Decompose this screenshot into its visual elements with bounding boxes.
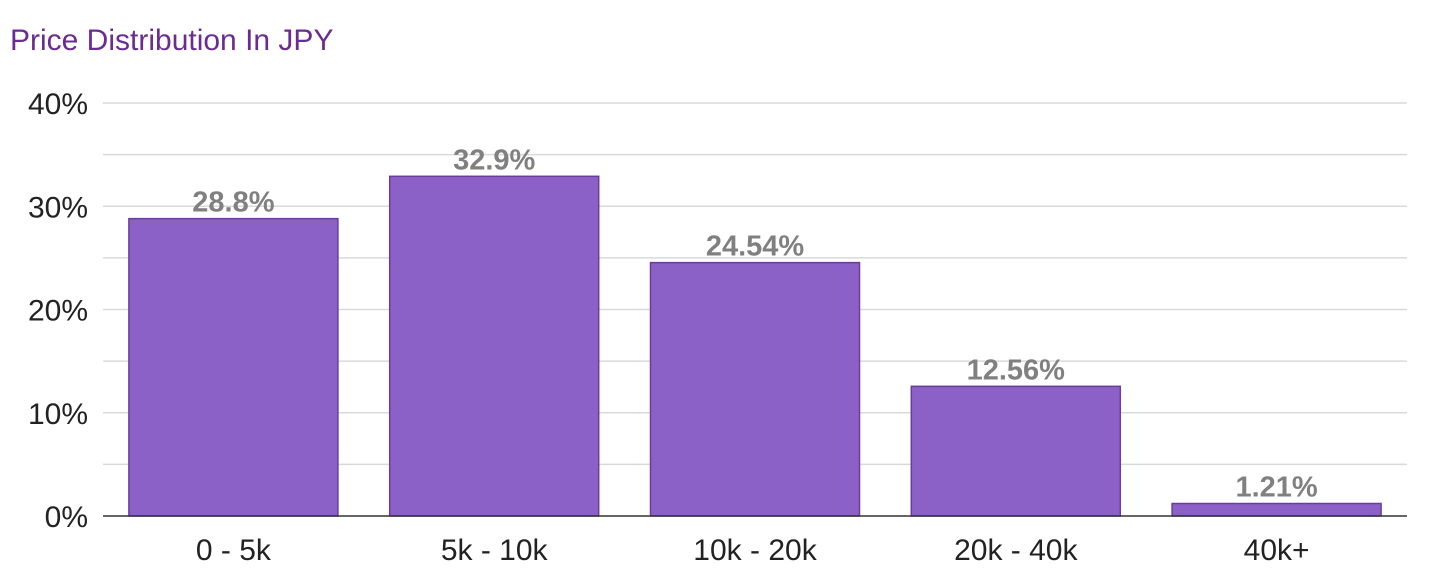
y-tick-label: 20% — [28, 295, 88, 328]
data-label: 24.54% — [706, 231, 805, 263]
data-label: 32.9% — [453, 144, 535, 176]
x-tick-label: 20k - 40k — [954, 534, 1078, 567]
x-tick-label: 40k+ — [1244, 534, 1310, 567]
bar — [910, 385, 1122, 517]
data-label: 1.21% — [1235, 472, 1317, 504]
data-label: 28.8% — [192, 187, 274, 219]
bar — [649, 261, 861, 517]
y-tick-label: 40% — [28, 88, 88, 121]
x-tick-label: 0 - 5k — [196, 534, 272, 567]
y-tick-label: 10% — [28, 398, 88, 431]
bar — [128, 217, 339, 517]
x-tick-label: 10k - 20k — [693, 534, 817, 567]
y-tick-label: 30% — [28, 191, 88, 224]
bar — [388, 175, 600, 517]
x-tick-label: 5k - 10k — [441, 534, 549, 567]
bar — [1171, 502, 1382, 517]
data-label: 12.56% — [967, 354, 1066, 386]
chart-title: Price Distribution In JPY — [10, 24, 334, 57]
y-tick-label: 0% — [45, 501, 88, 534]
